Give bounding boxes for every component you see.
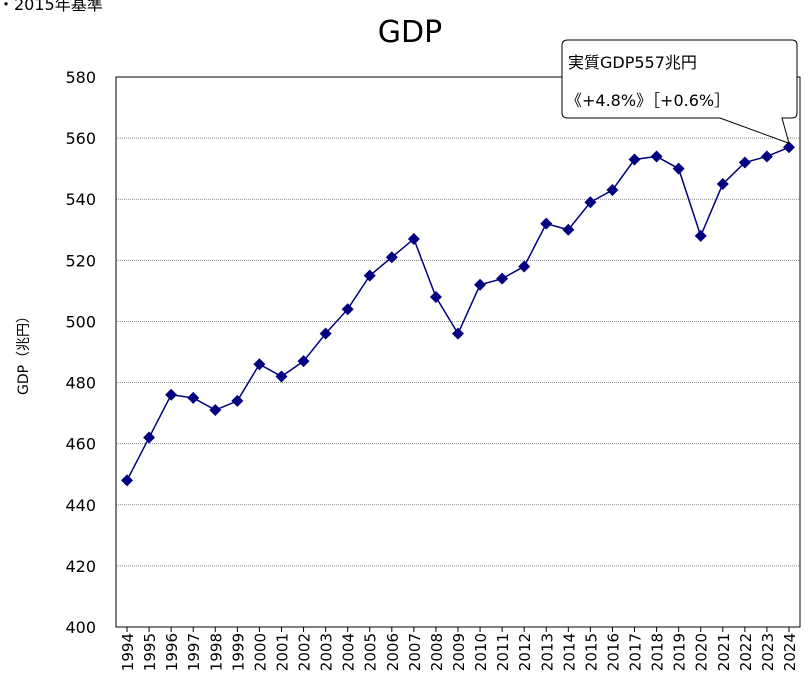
y-tick-label: 580: [65, 68, 96, 87]
x-tick-label: 2009: [450, 633, 468, 671]
data-point: [319, 327, 332, 340]
data-point: [496, 272, 509, 285]
y-tick-label: 520: [65, 251, 96, 270]
y-tick-label: 420: [65, 557, 96, 576]
x-tick-label: 2000: [251, 633, 269, 671]
data-point: [187, 391, 200, 404]
note: ・2015年基準: [0, 0, 103, 14]
data-point: [452, 327, 464, 340]
x-tick-label: 2022: [737, 633, 755, 671]
x-tick-label: 2021: [715, 633, 733, 671]
data-point: [716, 177, 729, 190]
x-tick-label: 2002: [296, 633, 314, 671]
y-tick-label: 400: [65, 618, 96, 637]
x-tick-label: 2007: [406, 633, 424, 671]
data-point: [143, 431, 156, 444]
x-tick-label: 2005: [362, 633, 380, 671]
data-point: [297, 355, 310, 368]
y-axis-label: GDP（兆円）: [16, 309, 32, 395]
data-point: [628, 153, 641, 166]
x-tick-label: 1997: [185, 633, 203, 671]
data-point: [650, 150, 663, 163]
data-point: [694, 229, 707, 242]
y-tick-label: 440: [65, 496, 96, 515]
data-point: [275, 370, 288, 383]
data-point: [253, 358, 266, 371]
x-tick-label: 2020: [693, 633, 711, 671]
y-tick-label: 480: [65, 374, 96, 393]
data-point: [738, 156, 751, 169]
x-tick-label: 2010: [472, 633, 490, 671]
y-tick-label: 540: [65, 190, 96, 209]
data-point: [165, 388, 178, 401]
x-tick-label: 2013: [538, 633, 556, 671]
data-point: [407, 232, 420, 245]
x-tick-label: 2024: [781, 633, 799, 671]
x-tick-label: 2006: [384, 633, 402, 671]
callout-box: [561, 39, 798, 145]
data-point: [429, 291, 442, 303]
y-tick-label: 460: [65, 435, 96, 454]
x-tick-label: 1999: [229, 633, 247, 671]
data-point: [760, 150, 773, 163]
series-line: [126, 146, 790, 481]
callout-text: 実質GDP557兆円: [568, 53, 697, 72]
x-tick-label: 1994: [119, 633, 137, 671]
x-tick-label: 2015: [582, 633, 600, 671]
chart-title: GDP: [378, 15, 442, 50]
data-point: [474, 278, 487, 291]
x-tick-label: 2018: [649, 633, 667, 671]
data-point: [782, 141, 795, 154]
x-tick-label: 2019: [671, 633, 689, 671]
x-tick-label: 2003: [318, 633, 336, 671]
data-point: [584, 196, 597, 209]
x-tick-label: 2014: [560, 633, 578, 671]
data-point: [231, 394, 244, 407]
y-tick-label: 500: [65, 312, 96, 331]
x-tick-label: 1996: [163, 633, 181, 671]
data-point: [341, 303, 354, 316]
plot-frame: [115, 76, 801, 628]
data-point: [672, 162, 685, 175]
data-point: [209, 404, 222, 417]
x-tick-label: 2023: [759, 633, 777, 671]
data-point: [606, 184, 619, 197]
x-tick-label: 2012: [516, 633, 534, 671]
x-tick-label: 2001: [273, 633, 291, 671]
x-tick-label: 2016: [604, 633, 622, 671]
y-tick-label: 560: [65, 129, 96, 148]
x-tick-label: 2004: [340, 633, 358, 671]
x-tick-label: 2008: [428, 633, 446, 671]
data-point: [540, 217, 553, 230]
data-point: [518, 260, 531, 273]
callout-text: 《+4.8%》［+0.6%］: [566, 91, 730, 110]
data-point: [385, 251, 398, 264]
x-tick-label: 2017: [627, 633, 645, 671]
x-tick-label: 2011: [494, 633, 512, 671]
x-tick-label: 1995: [141, 633, 159, 671]
x-tick-label: 1998: [207, 633, 225, 671]
data-point: [121, 474, 134, 487]
data-point: [562, 223, 575, 236]
data-point: [363, 269, 376, 282]
